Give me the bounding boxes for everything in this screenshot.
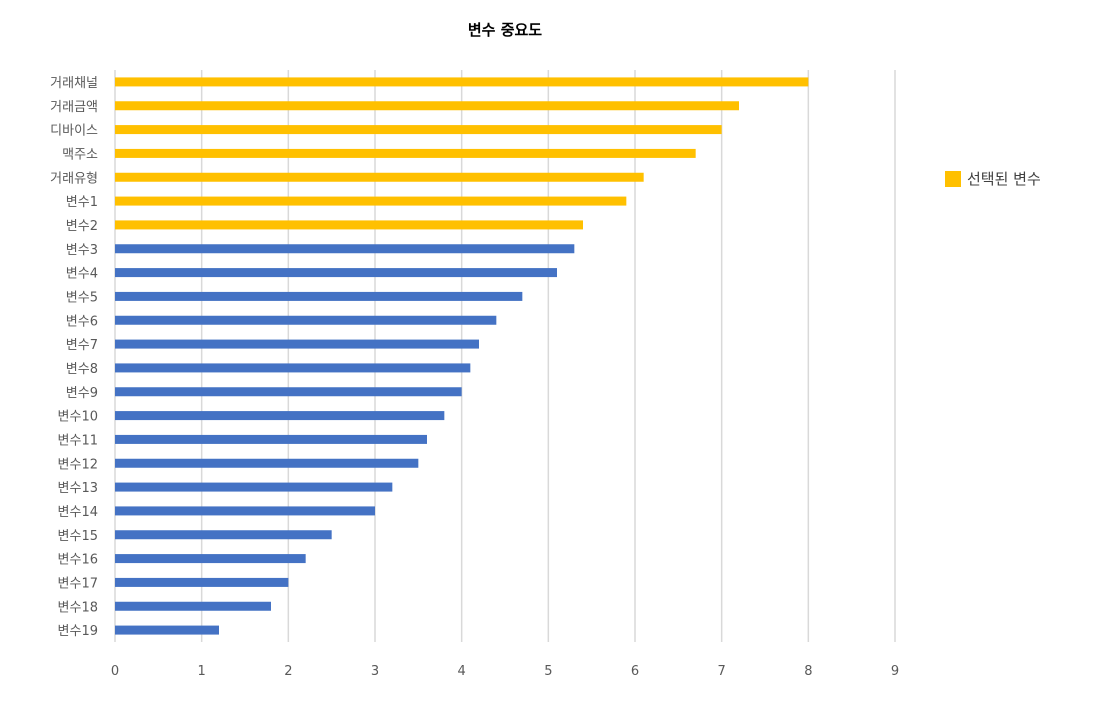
bar-변수1 <box>115 196 627 206</box>
legend-label: 선택된 변수 <box>967 170 1041 188</box>
category-label: 변수13 <box>58 481 98 496</box>
category-label: 변수12 <box>58 457 98 472</box>
x-tick-label: 0 <box>111 664 119 679</box>
legend-swatch <box>945 170 961 187</box>
bar-변수14 <box>115 506 375 516</box>
category-label: 변수16 <box>58 553 98 568</box>
category-label: 변수4 <box>66 267 98 282</box>
bar-변수7 <box>115 339 479 349</box>
x-tick-label: 6 <box>631 664 639 679</box>
category-label: 변수3 <box>66 243 98 258</box>
category-label: 변수5 <box>66 290 98 305</box>
category-label: 변수19 <box>58 624 98 639</box>
bar-변수4 <box>115 268 557 278</box>
category-label: 변수8 <box>66 362 98 377</box>
category-label: 거래유형 <box>50 171 98 186</box>
bar-변수9 <box>115 387 462 397</box>
bar-변수2 <box>115 220 583 230</box>
category-label: 변수15 <box>58 529 98 544</box>
category-label: 변수2 <box>66 219 98 234</box>
bar-변수12 <box>115 458 419 468</box>
legend: 선택된 변수 <box>945 168 1041 189</box>
x-tick-label: 2 <box>284 664 292 679</box>
category-label: 변수7 <box>66 338 98 353</box>
x-axis-tick-labels: 0 1 2 3 4 5 6 7 8 9 <box>111 664 899 679</box>
bar-거래채널 <box>115 77 809 87</box>
category-label: 변수9 <box>66 386 98 401</box>
x-tick-label: 4 <box>458 664 466 679</box>
bar-변수10 <box>115 411 445 421</box>
x-tick-label: 3 <box>371 664 379 679</box>
category-label: 변수11 <box>58 433 98 448</box>
bar-거래금액 <box>115 101 739 111</box>
x-tick-label: 1 <box>198 664 206 679</box>
category-label: 변수6 <box>66 314 98 329</box>
category-label: 변수18 <box>58 600 98 615</box>
bar-변수5 <box>115 291 523 301</box>
bar-변수19 <box>115 625 219 635</box>
bar-변수6 <box>115 315 497 325</box>
x-tick-label: 9 <box>891 664 899 679</box>
bar-변수18 <box>115 601 271 611</box>
bar-변수16 <box>115 554 306 564</box>
bar-변수8 <box>115 363 471 373</box>
x-tick-label: 8 <box>804 664 812 679</box>
chart-title: 변수 중요도 <box>467 21 543 39</box>
category-label: 디바이스 <box>50 124 98 139</box>
bar-맥주소 <box>115 148 696 158</box>
category-label: 변수10 <box>58 410 98 425</box>
bar-변수13 <box>115 482 393 492</box>
bar-디바이스 <box>115 125 722 135</box>
category-label: 맥주소 <box>62 147 98 162</box>
bars <box>115 77 809 635</box>
gridlines <box>114 70 896 642</box>
category-label: 거래금액 <box>50 100 98 115</box>
category-label: 거래채널 <box>50 76 98 91</box>
bar-변수15 <box>115 530 332 540</box>
bar-변수3 <box>115 244 575 254</box>
bar-변수17 <box>115 577 289 587</box>
category-label: 변수17 <box>58 576 98 591</box>
category-label: 변수14 <box>58 505 98 520</box>
x-tick-label: 5 <box>544 664 552 679</box>
bar-거래유형 <box>115 172 644 182</box>
x-tick-label: 7 <box>718 664 726 679</box>
category-label: 변수1 <box>66 195 98 210</box>
bar-변수11 <box>115 434 427 444</box>
